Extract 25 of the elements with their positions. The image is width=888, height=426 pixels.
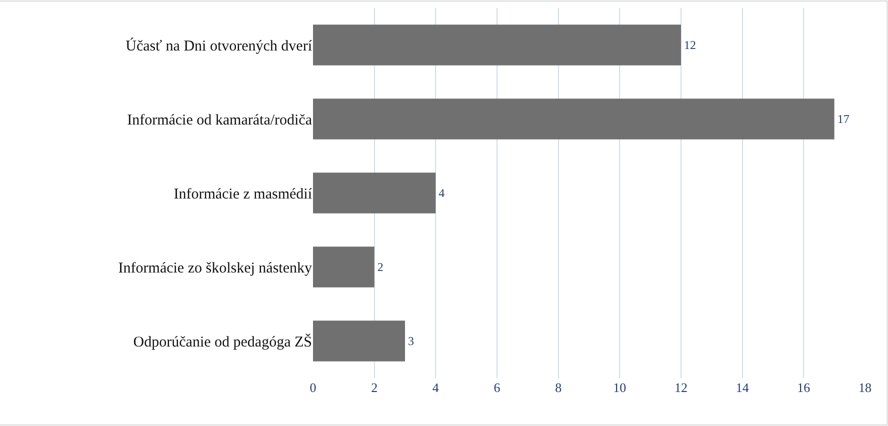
data-label: 2: [377, 260, 384, 274]
x-tick-label: 12: [674, 380, 688, 395]
x-tick-label: 6: [494, 380, 501, 395]
data-label: 4: [438, 186, 445, 200]
y-tick-label: Informácie zo školskej nástenky: [118, 260, 312, 276]
bar: [313, 172, 436, 214]
data-label: 17: [837, 112, 850, 126]
x-tick-label: 16: [797, 380, 811, 395]
y-tick-label: Informácie od kamaráta/rodiča: [127, 112, 312, 128]
data-label: 3: [408, 334, 414, 348]
bar: [313, 98, 834, 140]
x-tick-label: 4: [432, 380, 440, 395]
y-tick-label: Účasť na Dni otvorených dverí: [126, 37, 313, 54]
y-tick-label: Informácie z masmédií: [174, 186, 313, 202]
bar: [313, 320, 405, 362]
bar: [313, 24, 681, 66]
x-tick-label: 18: [858, 380, 872, 395]
bar: [313, 246, 374, 288]
y-tick-label: Odporúčanie od pedagóga ZŠ: [133, 333, 312, 350]
x-tick-label: 14: [736, 380, 750, 395]
x-tick-label: 8: [555, 380, 562, 395]
x-tick-label: 0: [310, 380, 316, 395]
data-label: 12: [684, 38, 696, 52]
x-tick-label: 2: [371, 380, 378, 395]
x-tick-label: 10: [613, 380, 626, 395]
